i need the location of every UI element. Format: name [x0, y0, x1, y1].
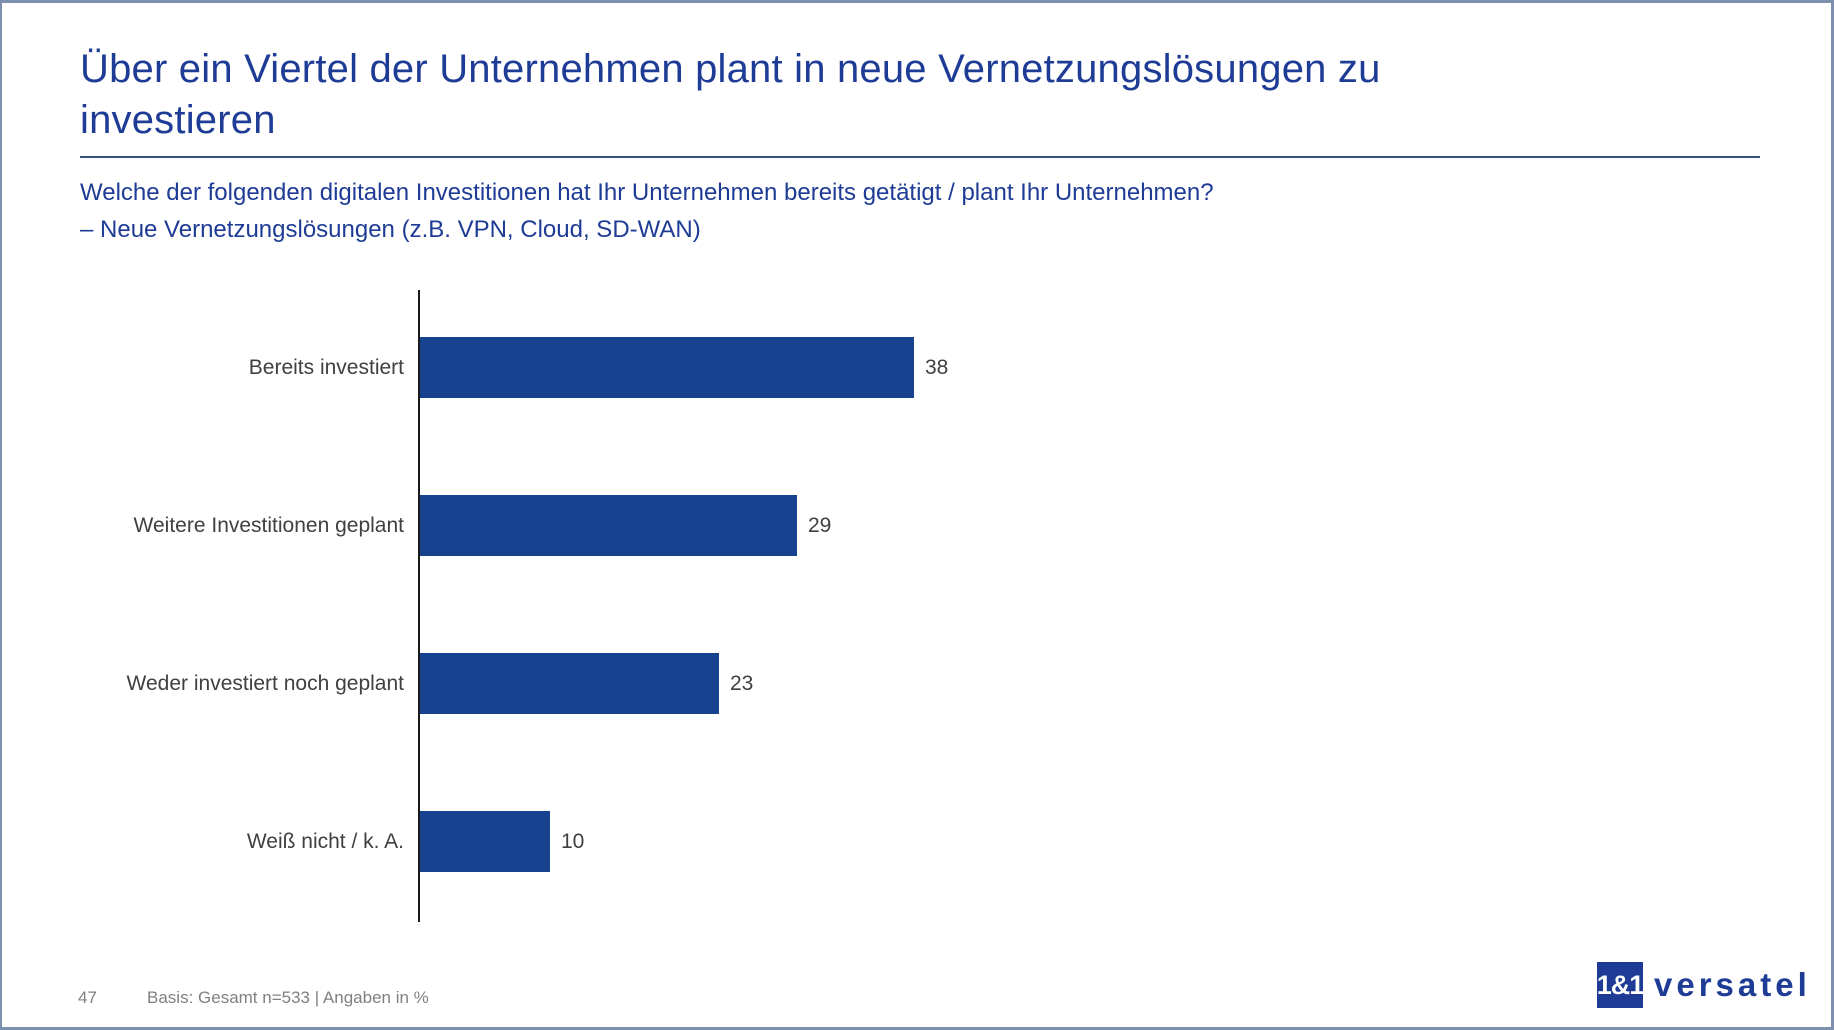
bar [420, 337, 914, 398]
survey-question-line2: – Neue Vernetzungslösungen (z.B. VPN, Cl… [80, 216, 701, 243]
bar-row: Weiß nicht / k. A. 10 [0, 811, 1834, 872]
logo-1and1-box: 1&1 [1597, 962, 1644, 1008]
bar-category-label: Weitere Investitionen geplant [133, 513, 404, 537]
bar-row: Weder investiert noch geplant 23 [0, 653, 1834, 714]
bar-row: Weitere Investitionen geplant 29 [0, 495, 1834, 556]
company-logo: 1&1 versatel [1597, 962, 1811, 1008]
survey-question-line1: Welche der folgenden digitalen Investiti… [80, 179, 1214, 206]
basis-note: Basis: Gesamt n=533 | Angaben in % [147, 988, 429, 1007]
bar [420, 811, 550, 872]
bar-row: Bereits investiert 38 [0, 337, 1834, 398]
chart-axis-line [418, 290, 420, 922]
survey-question: Welche der folgenden digitalen Investiti… [80, 174, 1680, 248]
page-number: 47 [78, 988, 97, 1007]
bar-value-label: 23 [730, 671, 754, 695]
bar-category-label: Bereits investiert [248, 355, 404, 379]
bar-value-label: 29 [808, 513, 832, 537]
page-title: Über ein Viertel der Unternehmen plant i… [80, 47, 1381, 142]
bar [420, 653, 719, 714]
bar-category-label: Weiß nicht / k. A. [246, 829, 404, 853]
bar [420, 495, 797, 556]
logo-wordmark: versatel [1654, 966, 1811, 1003]
bar-value-label: 38 [925, 355, 949, 379]
title-divider-rule [80, 156, 1760, 158]
bar-category-label: Weder investiert noch geplant [126, 671, 404, 695]
bar-value-label: 10 [561, 829, 585, 853]
